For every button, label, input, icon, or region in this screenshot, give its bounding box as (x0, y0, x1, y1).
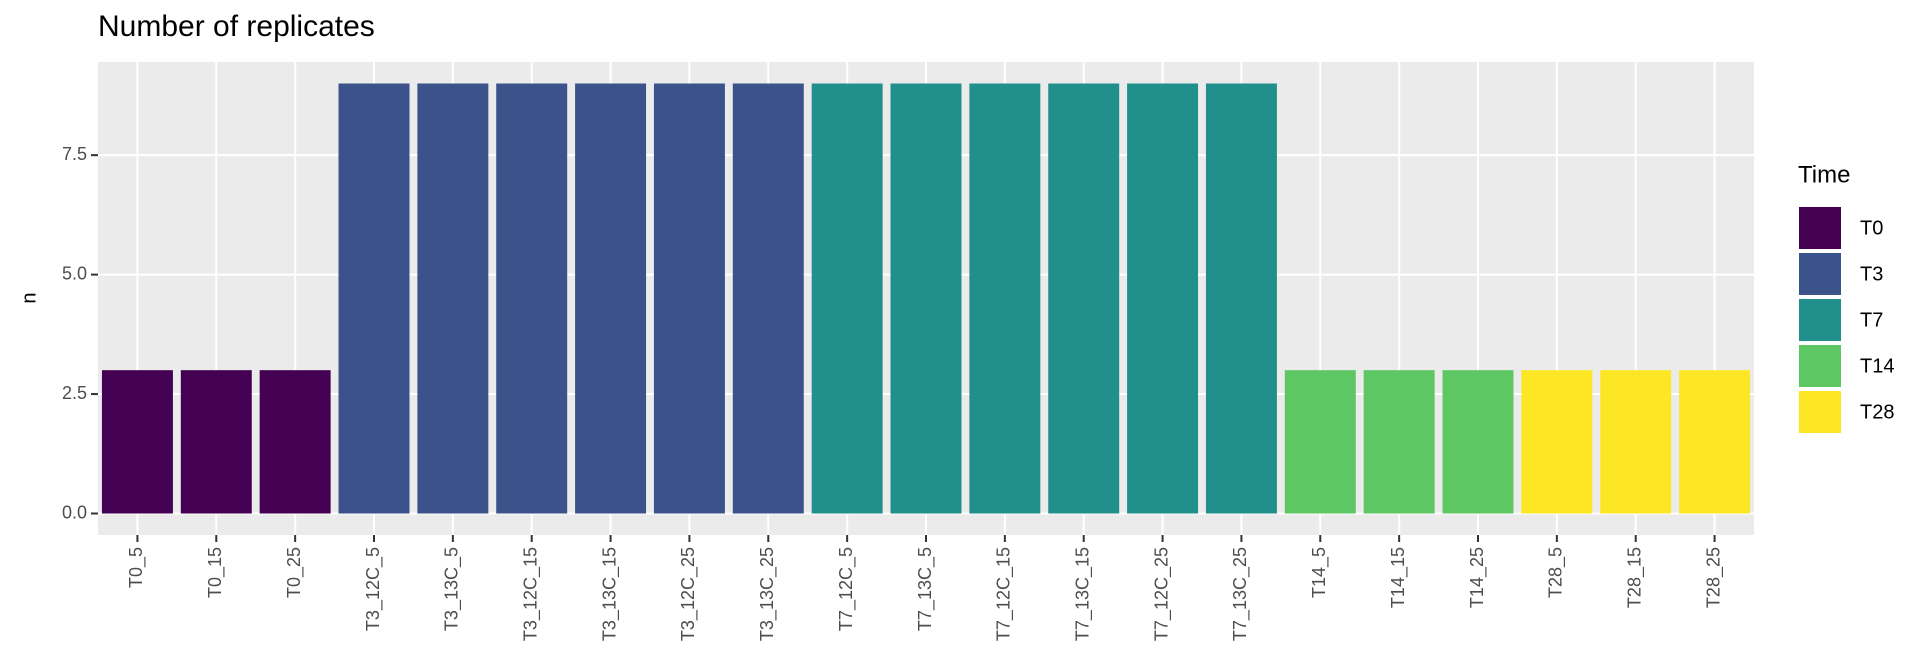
y-tick-label: 5.0 (62, 263, 87, 283)
legend-swatch (1797, 205, 1843, 251)
bar (1363, 370, 1435, 514)
x-tick-label: T28_5 (1546, 547, 1567, 598)
bar (1600, 370, 1672, 514)
chart-title: Number of replicates (98, 10, 375, 43)
x-tick-label: T28_25 (1703, 547, 1724, 608)
bar (496, 83, 568, 514)
bar (1284, 370, 1356, 514)
bar (1521, 370, 1593, 514)
x-tick-label: T14_15 (1388, 547, 1409, 608)
x-tick-label: T3_13C_15 (599, 547, 620, 641)
bar (101, 370, 173, 514)
legend-swatch (1797, 343, 1843, 389)
bar (1679, 370, 1751, 514)
legend-swatch (1797, 297, 1843, 343)
bar (417, 83, 489, 514)
bar (575, 83, 647, 514)
x-tick-label: T0_15 (205, 547, 226, 598)
x-tick-label: T7_13C_15 (1072, 547, 1093, 641)
x-tick-label: T28_15 (1624, 547, 1645, 608)
x-tick-label: T3_12C_5 (363, 547, 384, 631)
legend-label: T3 (1860, 263, 1883, 285)
x-tick-label: T7_12C_25 (1151, 547, 1172, 641)
x-tick-label: T7_13C_5 (915, 547, 936, 631)
bar (180, 370, 252, 514)
legend-title: Time (1798, 161, 1850, 188)
bar (890, 83, 962, 514)
bar (653, 83, 725, 514)
legend-label: T7 (1860, 309, 1883, 331)
y-tick-label: 2.5 (62, 383, 87, 403)
bar (1205, 83, 1277, 514)
bar (811, 83, 883, 514)
bar (732, 83, 804, 514)
x-tick-label: T3_12C_15 (520, 547, 541, 641)
legend-swatch (1797, 389, 1843, 435)
x-tick-label: T14_5 (1309, 547, 1330, 598)
legend-label: T0 (1860, 217, 1883, 239)
y-tick-label: 0.0 (62, 502, 87, 522)
y-axis-label: n (18, 292, 40, 303)
bar (969, 83, 1041, 514)
bar (1442, 370, 1514, 514)
x-tick-label: T3_13C_5 (442, 547, 463, 631)
x-tick-label: T3_12C_25 (678, 547, 699, 641)
x-tick-label: T7_12C_15 (994, 547, 1015, 641)
bar (259, 370, 331, 514)
legend-label: T28 (1860, 401, 1894, 423)
x-tick-label: T7_13C_25 (1230, 547, 1251, 641)
bar (1127, 83, 1199, 514)
x-tick-label: T3_13C_25 (757, 547, 778, 641)
y-tick-label: 7.5 (62, 144, 87, 164)
x-tick-label: T0_25 (284, 547, 305, 598)
bar (338, 83, 410, 514)
x-tick-label: T14_25 (1467, 547, 1488, 608)
legend-swatch (1797, 251, 1843, 297)
bar (1048, 83, 1120, 514)
x-tick-label: T0_5 (126, 547, 147, 588)
legend-label: T14 (1860, 355, 1894, 377)
x-tick-label: T7_12C_5 (836, 547, 857, 631)
